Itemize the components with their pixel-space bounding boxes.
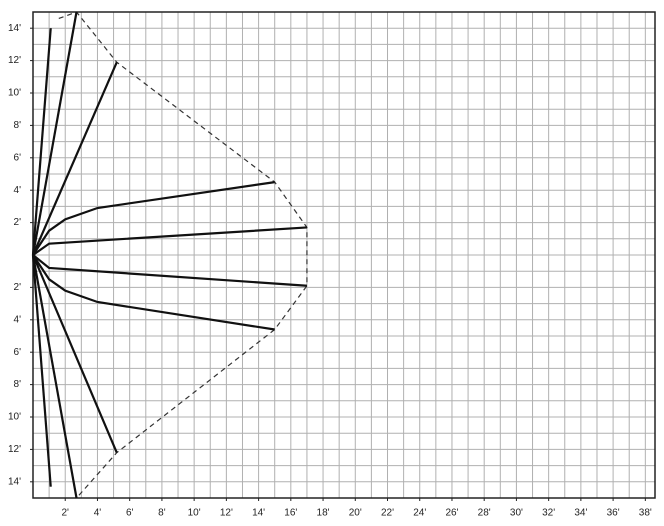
y-tick-label: 12' xyxy=(8,55,21,66)
y-tick-label: 2' xyxy=(14,217,22,228)
y-tick-label: 4' xyxy=(14,185,22,196)
x-tick-label: 10' xyxy=(188,508,201,519)
detection-ray xyxy=(32,181,275,256)
detection-ray xyxy=(31,254,78,499)
detection-ray xyxy=(31,254,52,487)
detection-ray xyxy=(31,254,118,454)
y-tick-label: 8' xyxy=(14,379,22,390)
x-tick-label: 18' xyxy=(317,508,330,519)
x-tick-label: 26' xyxy=(445,508,458,519)
detection-ray xyxy=(32,254,308,287)
detection-ray xyxy=(31,11,78,256)
x-tick-label: 14' xyxy=(252,508,265,519)
y-tick-label: 4' xyxy=(14,314,22,325)
x-tick-label: 30' xyxy=(510,508,523,519)
x-tick-label: 20' xyxy=(349,508,362,519)
x-tick-label: 38' xyxy=(639,508,652,519)
y-tick-label: 8' xyxy=(14,120,22,131)
x-tick-label: 4' xyxy=(94,508,102,519)
y-tick-label: 2' xyxy=(14,282,22,293)
x-tick-label: 32' xyxy=(542,508,555,519)
x-tick-label: 12' xyxy=(220,508,233,519)
y-tick-label: 6' xyxy=(14,152,22,163)
detection-ray xyxy=(31,28,52,256)
y-tick-label: 12' xyxy=(8,444,21,455)
y-tick-label: 14' xyxy=(8,23,21,34)
x-tick-label: 16' xyxy=(284,508,297,519)
x-tick-label: 24' xyxy=(413,508,426,519)
y-tick-label: 10' xyxy=(8,412,21,423)
detection-ray xyxy=(32,226,308,256)
x-tick-label: 22' xyxy=(381,508,394,519)
x-tick-label: 2' xyxy=(61,508,69,519)
x-tick-label: 8' xyxy=(158,508,166,519)
detection-ray xyxy=(31,61,118,256)
x-tick-label: 36' xyxy=(607,508,620,519)
x-tick-label: 28' xyxy=(478,508,491,519)
x-tick-label: 34' xyxy=(574,508,587,519)
detection-ray xyxy=(32,254,275,331)
y-tick-label: 6' xyxy=(14,347,22,358)
x-tick-label: 6' xyxy=(126,508,134,519)
y-tick-label: 10' xyxy=(8,88,21,99)
coverage-boundary xyxy=(58,11,308,499)
y-tick-label: 14' xyxy=(8,476,21,487)
